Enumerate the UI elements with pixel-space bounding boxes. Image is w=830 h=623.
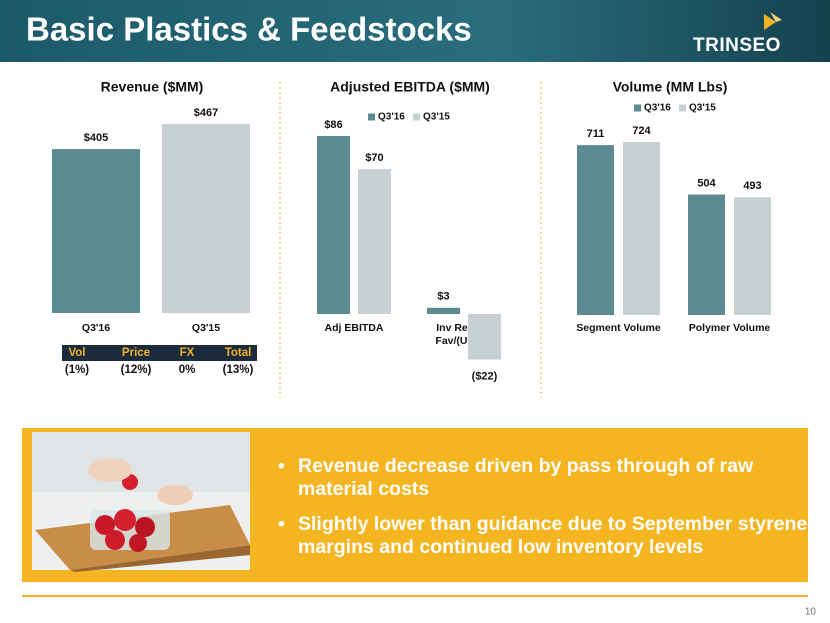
data-label: $86 bbox=[324, 119, 342, 131]
table-cell: (1%) bbox=[65, 364, 89, 376]
bar bbox=[577, 145, 614, 315]
data-label: ($22) bbox=[472, 370, 498, 382]
table-header-band bbox=[62, 345, 257, 361]
photo bbox=[32, 432, 250, 572]
x-tick-label: Segment Volume bbox=[576, 322, 661, 334]
slide-title: Basic Plastics & Feedstocks bbox=[26, 11, 472, 48]
legend-swatch bbox=[413, 113, 420, 121]
bar bbox=[623, 142, 660, 315]
table-cell: 0% bbox=[179, 364, 196, 376]
x-tick-label: Polymer Volume bbox=[689, 322, 771, 334]
legend-swatch bbox=[679, 104, 686, 112]
x-tick-label: Q3'15 bbox=[192, 322, 220, 334]
logo-text: TRINSEO bbox=[693, 35, 781, 56]
legend-label: Q3'16 bbox=[378, 112, 405, 123]
page-number: 10 bbox=[805, 607, 817, 618]
legend-swatch bbox=[368, 113, 375, 121]
bar bbox=[468, 314, 501, 360]
logo-icon bbox=[764, 12, 782, 30]
data-label: $467 bbox=[194, 107, 218, 119]
data-label: 724 bbox=[632, 125, 651, 137]
x-tick-label: Q3'16 bbox=[82, 322, 110, 334]
bar bbox=[162, 124, 250, 313]
bar bbox=[358, 169, 391, 314]
legend-label: Q3'15 bbox=[423, 112, 450, 123]
bar bbox=[427, 307, 460, 314]
x-tick-label: Adj EBITDA bbox=[325, 322, 384, 334]
data-label: $3 bbox=[437, 291, 449, 303]
data-label: 493 bbox=[743, 180, 761, 192]
table-header: FX bbox=[180, 347, 195, 359]
bar bbox=[688, 194, 725, 315]
table-header: Vol bbox=[68, 347, 85, 359]
bar bbox=[734, 197, 771, 315]
bar bbox=[52, 149, 140, 313]
chart-title: Adjusted EBITDA ($MM) bbox=[330, 79, 490, 95]
chart-title: Revenue ($MM) bbox=[101, 79, 204, 95]
legend-label: Q3'15 bbox=[689, 103, 716, 114]
chart-title: Volume (MM Lbs) bbox=[613, 79, 728, 95]
data-label: 711 bbox=[587, 128, 605, 140]
legend-swatch bbox=[634, 104, 641, 112]
header-band bbox=[0, 0, 830, 62]
table-header: Total bbox=[225, 347, 252, 359]
legend-label: Q3'16 bbox=[644, 103, 671, 114]
table-cell: (12%) bbox=[121, 364, 152, 376]
data-label: 504 bbox=[697, 177, 716, 189]
data-label: $405 bbox=[84, 132, 108, 144]
data-label: $70 bbox=[365, 152, 383, 164]
bar bbox=[317, 136, 350, 314]
table-header: Price bbox=[122, 347, 150, 359]
bullet: Slightly lower than guidance due to Sept… bbox=[278, 513, 813, 559]
bullet: Revenue decrease driven by pass through … bbox=[278, 455, 813, 501]
table-cell: (13%) bbox=[223, 364, 254, 376]
bullet-list: Revenue decrease driven by pass through … bbox=[278, 455, 813, 571]
